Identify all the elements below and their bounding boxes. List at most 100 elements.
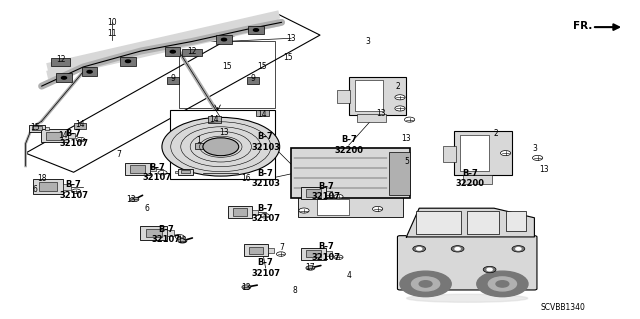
Bar: [416, 211, 461, 234]
Text: 14: 14: [257, 110, 268, 119]
Circle shape: [496, 281, 509, 287]
Circle shape: [203, 138, 239, 156]
Text: 12: 12: [188, 47, 196, 56]
Bar: [326, 190, 332, 196]
Circle shape: [170, 50, 175, 53]
Text: 15: 15: [257, 63, 268, 71]
Text: 13: 13: [376, 109, 386, 118]
Circle shape: [516, 248, 521, 250]
Text: B-7
32107: B-7 32107: [59, 129, 88, 148]
Text: 3: 3: [532, 144, 537, 153]
Circle shape: [130, 197, 139, 202]
Circle shape: [242, 285, 251, 289]
Circle shape: [488, 277, 516, 291]
Text: B-7
32200: B-7 32200: [334, 136, 364, 155]
Circle shape: [395, 106, 405, 111]
Bar: [301, 248, 326, 260]
Bar: [460, 135, 489, 171]
Circle shape: [276, 252, 285, 256]
Text: 13: 13: [177, 236, 188, 245]
Bar: [56, 73, 72, 82]
Bar: [216, 35, 232, 44]
Bar: [307, 189, 321, 197]
Text: B-7
32107: B-7 32107: [251, 204, 280, 223]
Text: B-7
32107: B-7 32107: [312, 242, 341, 262]
Text: B-7
32107: B-7 32107: [312, 182, 341, 201]
Bar: [467, 211, 499, 234]
Text: 14: 14: [58, 131, 68, 140]
Text: 13: 13: [286, 34, 296, 43]
Bar: [182, 49, 202, 56]
Bar: [291, 148, 410, 198]
Bar: [33, 179, 63, 194]
Bar: [68, 133, 74, 138]
Circle shape: [400, 271, 451, 297]
Text: B-7
32107: B-7 32107: [251, 258, 280, 278]
Circle shape: [483, 266, 496, 273]
Bar: [463, 174, 492, 184]
Bar: [170, 110, 275, 179]
Circle shape: [372, 206, 383, 211]
Bar: [46, 131, 63, 140]
Circle shape: [413, 246, 426, 252]
FancyBboxPatch shape: [397, 236, 537, 290]
Text: 2: 2: [395, 82, 400, 91]
Bar: [208, 116, 221, 123]
Circle shape: [500, 151, 511, 156]
Text: 14: 14: [209, 115, 220, 124]
Bar: [29, 125, 45, 132]
Circle shape: [395, 95, 405, 100]
Bar: [349, 77, 406, 115]
Circle shape: [417, 248, 422, 250]
Bar: [120, 57, 136, 66]
Text: 11: 11: [108, 29, 116, 38]
Bar: [125, 163, 150, 175]
Circle shape: [260, 213, 269, 218]
Bar: [181, 170, 189, 174]
Text: 9: 9: [170, 74, 175, 83]
Bar: [32, 126, 42, 130]
Text: 18: 18: [37, 174, 46, 183]
Text: 15: 15: [222, 63, 232, 71]
Bar: [248, 26, 264, 34]
Text: 15: 15: [30, 123, 40, 132]
Text: 15: 15: [283, 53, 293, 62]
Bar: [179, 41, 275, 108]
Bar: [63, 183, 71, 190]
Circle shape: [87, 70, 92, 73]
Bar: [389, 152, 410, 195]
Bar: [39, 182, 57, 191]
Bar: [268, 248, 274, 253]
Bar: [51, 58, 70, 66]
Text: 16: 16: [241, 174, 252, 183]
Bar: [167, 230, 174, 235]
Circle shape: [419, 281, 432, 287]
Circle shape: [253, 29, 259, 31]
Bar: [150, 167, 156, 172]
Text: 7: 7: [116, 150, 121, 159]
Bar: [298, 196, 403, 217]
Circle shape: [512, 246, 525, 252]
Text: 6: 6: [145, 204, 150, 213]
Text: 17: 17: [305, 263, 316, 272]
Text: FR.: FR.: [573, 20, 592, 31]
Bar: [307, 250, 321, 257]
Circle shape: [178, 239, 187, 243]
Circle shape: [334, 255, 343, 259]
Text: 9: 9: [250, 74, 255, 83]
Text: B-7
32103: B-7 32103: [251, 132, 280, 152]
Text: 4: 4: [347, 271, 352, 280]
Circle shape: [412, 277, 440, 291]
Bar: [41, 129, 68, 142]
Circle shape: [125, 60, 131, 63]
Bar: [131, 166, 145, 173]
Bar: [357, 114, 386, 122]
Text: SCVBB1340: SCVBB1340: [541, 303, 586, 312]
Circle shape: [477, 271, 528, 297]
Text: 6: 6: [33, 185, 38, 194]
Text: 2: 2: [493, 130, 499, 138]
Circle shape: [221, 38, 227, 41]
Text: 13: 13: [539, 165, 549, 174]
Bar: [317, 199, 349, 215]
Circle shape: [487, 268, 492, 271]
